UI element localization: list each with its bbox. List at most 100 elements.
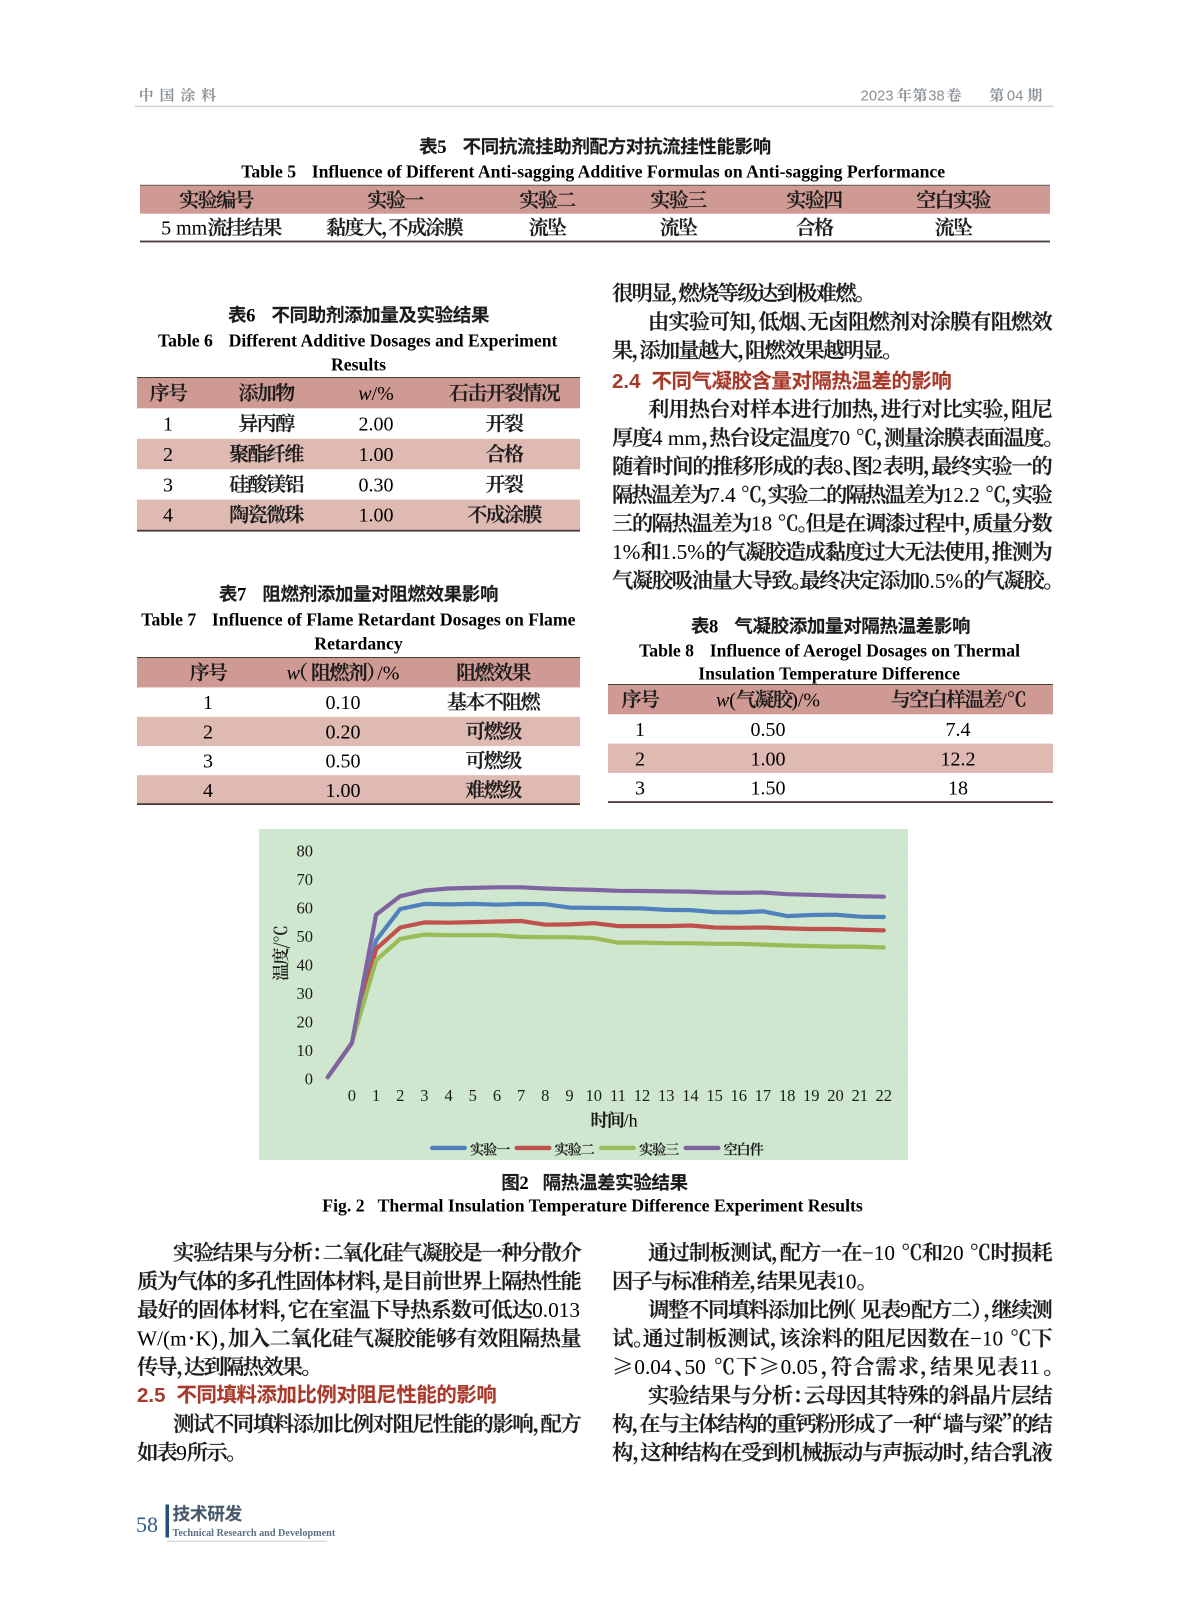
svg-text:K): K): [196, 1327, 218, 1351]
svg-text:0.5%: 0.5%: [919, 569, 964, 593]
svg-text:2: 2: [396, 1086, 404, 1105]
svg-text:50: 50: [297, 927, 314, 946]
svg-text:7: 7: [237, 585, 246, 606]
svg-text:19: 19: [803, 1086, 820, 1105]
svg-text:w: w: [716, 690, 730, 712]
svg-text:20: 20: [942, 1241, 963, 1265]
svg-text:w: w: [358, 383, 372, 405]
svg-text:4: 4: [203, 780, 213, 802]
svg-text:0.10: 0.10: [326, 692, 361, 714]
svg-text:7.4: 7.4: [946, 719, 971, 741]
svg-text:14: 14: [682, 1086, 699, 1105]
svg-text:0: 0: [305, 1070, 313, 1089]
svg-text:10: 10: [835, 1270, 856, 1294]
svg-text:0.30: 0.30: [359, 474, 394, 496]
svg-text:04: 04: [1007, 89, 1023, 105]
svg-text:1.00: 1.00: [751, 748, 786, 770]
svg-text:Table 5: Table 5: [241, 162, 296, 182]
svg-text:5: 5: [437, 137, 446, 158]
svg-text:20: 20: [827, 1086, 844, 1105]
svg-text:12: 12: [634, 1086, 651, 1105]
svg-text:3: 3: [420, 1086, 428, 1105]
svg-text:80: 80: [297, 842, 314, 861]
svg-text:w: w: [287, 663, 301, 685]
svg-text:60: 60: [297, 899, 314, 918]
svg-text:3: 3: [635, 778, 645, 800]
svg-text:16: 16: [731, 1086, 748, 1105]
svg-text:18: 18: [751, 512, 772, 536]
svg-text:Influence of Different Anti-sa: Influence of Different Anti-sagging Addi…: [312, 162, 946, 182]
svg-text:2.4: 2.4: [612, 370, 641, 393]
svg-text:/: /: [1001, 690, 1007, 712]
svg-text:9: 9: [900, 1298, 911, 1322]
svg-text:0.013: 0.013: [532, 1298, 580, 1322]
svg-text:1.00: 1.00: [326, 780, 361, 802]
svg-text:0: 0: [348, 1086, 356, 1105]
svg-text:18: 18: [779, 1086, 796, 1105]
svg-text:9: 9: [176, 1441, 187, 1465]
svg-text:18: 18: [948, 778, 968, 800]
svg-text:Results: Results: [331, 355, 386, 375]
svg-text:/h: /h: [624, 1111, 638, 1131]
svg-text:12.2: 12.2: [941, 748, 976, 770]
svg-text:Technical Research and Develop: Technical Research and Development: [173, 1528, 336, 1539]
svg-text:2: 2: [872, 455, 883, 479]
svg-text:1.5%: 1.5%: [661, 540, 706, 564]
svg-text:0.20: 0.20: [326, 721, 361, 743]
svg-text:1.50: 1.50: [751, 778, 786, 800]
svg-text:5: 5: [469, 1086, 477, 1105]
svg-text:Retardancy: Retardancy: [314, 634, 403, 654]
svg-text:1.00: 1.00: [359, 505, 394, 527]
svg-text:6: 6: [493, 1086, 501, 1105]
svg-text:Thermal Insulation Temperature: Thermal Insulation Temperature Differenc…: [378, 1196, 863, 1216]
svg-text:Different Additive Dosages and: Different Additive Dosages and Experimen…: [229, 331, 558, 351]
svg-text:Fig. 2: Fig. 2: [322, 1196, 364, 1216]
svg-text:0.50: 0.50: [751, 719, 786, 741]
svg-text:9: 9: [565, 1086, 573, 1105]
svg-text:2: 2: [163, 444, 173, 466]
svg-text:15: 15: [706, 1086, 723, 1105]
svg-text:4: 4: [444, 1086, 452, 1105]
svg-text:0.05: 0.05: [781, 1355, 818, 1379]
svg-text:1.00: 1.00: [359, 444, 394, 466]
svg-text:)/%: )/%: [791, 690, 820, 712]
svg-text:4: 4: [163, 505, 173, 527]
svg-text:Table 6: Table 6: [158, 331, 213, 351]
svg-text:0.04: 0.04: [634, 1355, 672, 1379]
svg-text:/%: /%: [377, 663, 399, 685]
svg-text:11: 11: [610, 1086, 626, 1105]
svg-text:Table 8: Table 8: [639, 641, 694, 661]
svg-text:20: 20: [297, 1013, 314, 1032]
svg-text:2: 2: [635, 748, 645, 770]
svg-text:58: 58: [136, 1512, 158, 1537]
svg-text:(: (: [729, 690, 736, 712]
svg-text:1: 1: [372, 1086, 380, 1105]
svg-text:38: 38: [928, 89, 944, 105]
svg-text:40: 40: [297, 956, 314, 975]
svg-text:70: 70: [297, 870, 314, 889]
svg-text:2023: 2023: [861, 89, 894, 105]
svg-text:8: 8: [709, 617, 718, 638]
svg-text:Influence of Aerogel Dosages o: Influence of Aerogel Dosages on Thermal: [710, 641, 1020, 661]
svg-text:5 mm: 5 mm: [161, 218, 208, 240]
svg-text:0.50: 0.50: [326, 751, 361, 773]
svg-text:6: 6: [246, 306, 255, 327]
svg-text:2: 2: [203, 721, 213, 743]
svg-text:17: 17: [755, 1086, 772, 1105]
svg-text:2.00: 2.00: [359, 414, 394, 436]
svg-text:21: 21: [851, 1086, 868, 1105]
svg-text:−10: −10: [862, 1241, 895, 1265]
svg-text:13: 13: [658, 1086, 675, 1105]
svg-text:7: 7: [517, 1086, 525, 1105]
svg-text:8: 8: [833, 455, 844, 479]
svg-text:11: 11: [1019, 1355, 1040, 1379]
svg-text:2.5: 2.5: [137, 1384, 166, 1407]
svg-text:22: 22: [876, 1086, 893, 1105]
svg-text:2: 2: [519, 1173, 528, 1194]
svg-text:30: 30: [297, 984, 314, 1003]
svg-text:8: 8: [541, 1086, 549, 1105]
svg-text:3: 3: [163, 474, 173, 496]
svg-text:Insulation Temperature Differe: Insulation Temperature Difference: [698, 664, 960, 684]
svg-text:1: 1: [163, 414, 173, 436]
svg-text:70: 70: [829, 426, 850, 450]
